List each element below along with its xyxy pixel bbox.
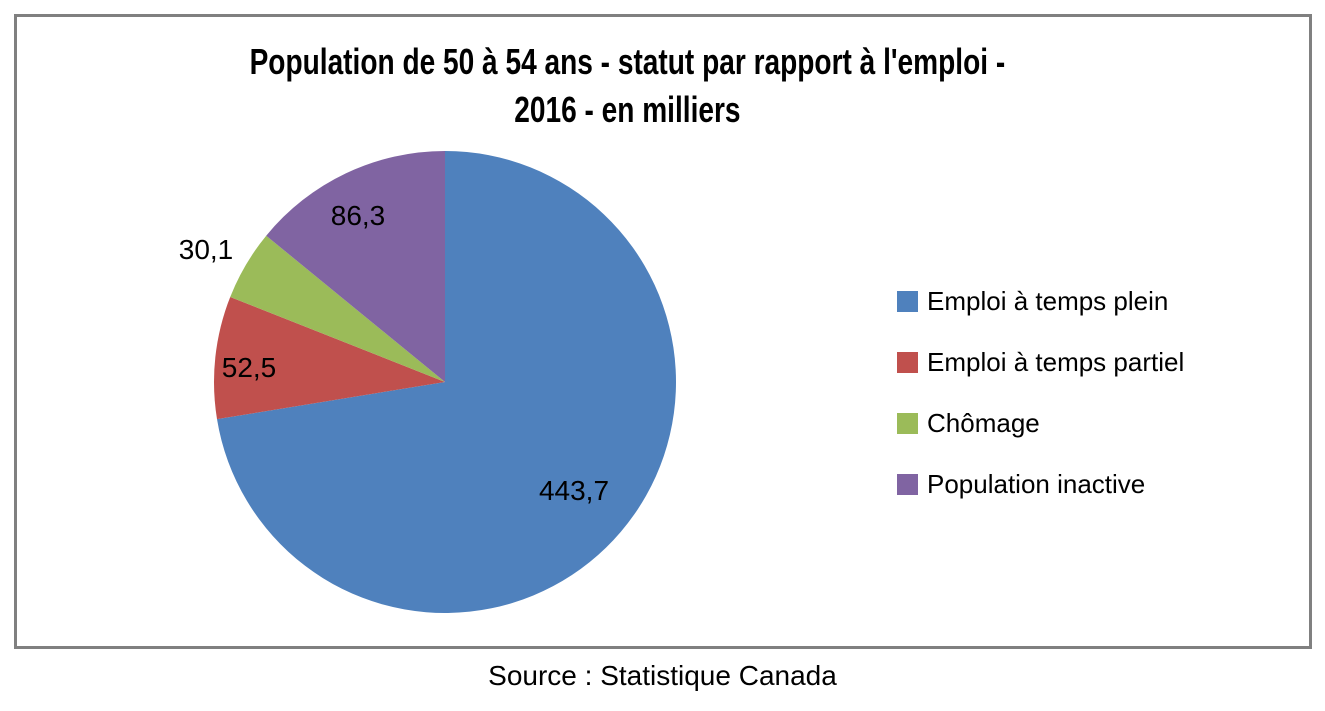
chart-title-line2: 2016 - en milliers	[514, 89, 741, 130]
data-label-chomage: 30,1	[178, 234, 234, 265]
chart-title: Population de 50 à 54 ans - statut par r…	[138, 38, 1117, 134]
legend-swatch-red-icon	[897, 351, 918, 373]
legend-label: Chômage	[927, 407, 1040, 438]
legend-item-chomage: Chômage	[897, 407, 1184, 438]
legend-label: Emploi à temps partiel	[927, 346, 1185, 377]
data-label-population-inactive: 86,3	[330, 200, 386, 231]
data-label-emploi-temps-plein: 443,7	[538, 475, 610, 506]
legend-item-emploi-temps-partiel: Emploi à temps partiel	[897, 346, 1185, 377]
legend-swatch-green-icon	[897, 412, 918, 434]
legend-label: Emploi à temps plein	[927, 285, 1169, 316]
legend-swatch-blue-icon	[897, 290, 918, 312]
legend-swatch-purple-icon	[897, 473, 918, 495]
source-caption: Source : Statistique Canada	[488, 660, 837, 691]
pie-slice-0	[217, 151, 676, 613]
pie-slice-2	[230, 235, 445, 382]
legend: Emploi à temps plein Emploi à temps part…	[897, 285, 1185, 532]
legend-label: Population inactive	[927, 468, 1146, 499]
legend-item-population-inactive: Population inactive	[897, 468, 1184, 499]
legend-item-emploi-temps-plein: Emploi à temps plein	[897, 285, 1184, 316]
pie-chart	[214, 151, 676, 613]
pie-slice-1	[214, 296, 445, 420]
pie-slice-3	[266, 151, 445, 382]
data-label-emploi-temps-partiel: 52,5	[221, 352, 277, 383]
chart-title-line1: Population de 50 à 54 ans - statut par r…	[249, 41, 1006, 82]
